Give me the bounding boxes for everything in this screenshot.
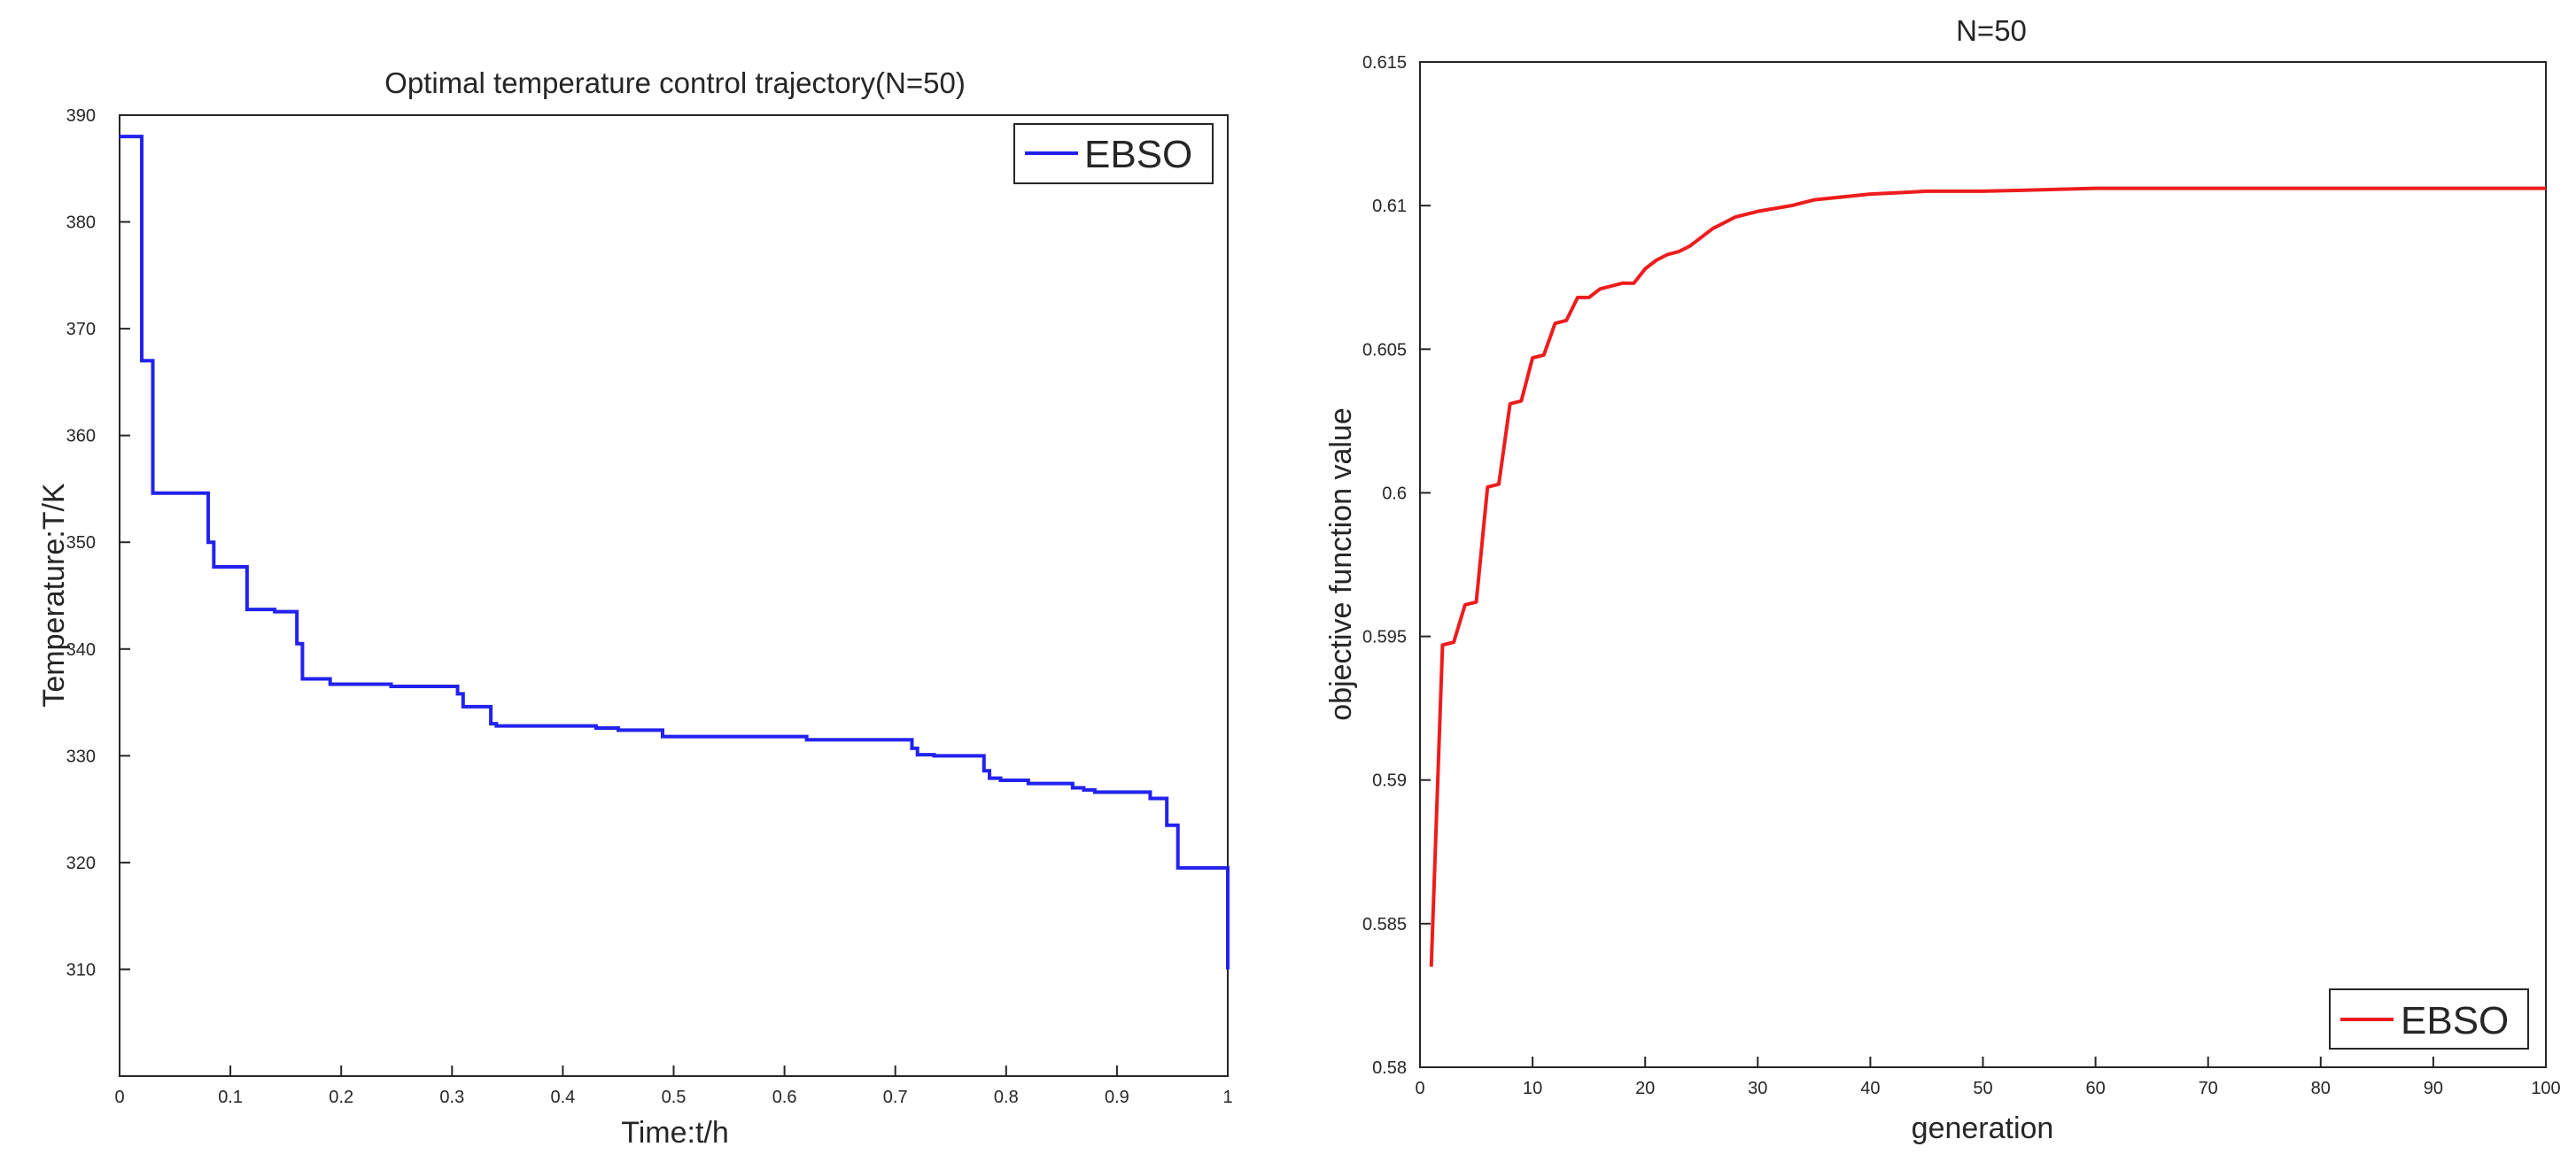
left-x-tick-label: 0.2: [329, 1088, 353, 1107]
left-x-tick-label: 0.4: [550, 1088, 575, 1107]
left-x-tick-label: 0.6: [772, 1088, 797, 1107]
right-y-tick-label: 0.61: [1372, 197, 1407, 216]
left-legend: EBSO: [1013, 123, 1214, 184]
right-y-tick-label: 0.6: [1382, 484, 1407, 503]
right-legend: EBSO: [2329, 988, 2529, 1050]
left-x-tick-label: 0.9: [1105, 1088, 1129, 1107]
left-legend-label: EBSO: [1084, 133, 1192, 176]
left-x-tick-label: 0.5: [662, 1088, 687, 1107]
right-x-tick-label: 10: [1523, 1079, 1542, 1098]
left-ticks: 0 0.1 0.2 0.3 0.4 0.5 0.6 0.7 0.8 0.9 1 310 320 330 34…: [66, 106, 1233, 1107]
left-x-tick-label: 1: [1222, 1088, 1232, 1107]
left-y-axis-title: Temperature:T/K: [37, 483, 71, 708]
left-y-tick-label: 320: [66, 854, 96, 873]
right-series-line: [1429, 186, 2546, 967]
right-y-tick-label: 0.615: [1362, 53, 1407, 73]
left-y-tick-label: 360: [66, 427, 96, 446]
left-y-tick-label: 310: [66, 960, 96, 980]
right-y-tick-label: 0.585: [1362, 915, 1407, 934]
left-y-tick-label: 330: [66, 747, 96, 766]
right-ticks: 0 10 20 30 40 50 60 70 80 90 100 0.58 0.585 0.59 0.595…: [1362, 53, 2561, 1098]
right-chart-title: N=50: [1956, 14, 2027, 47]
left-y-tick-label: 340: [66, 640, 96, 660]
right-y-tick-label: 0.59: [1372, 771, 1407, 791]
left-x-tick-label: 0.8: [994, 1088, 1019, 1107]
right-x-tick-label: 100: [2531, 1079, 2560, 1098]
left-chart-title: Optimal temperature control trajectory(N…: [384, 66, 966, 99]
right-x-tick-label: 80: [2311, 1079, 2331, 1098]
right-x-tick-label: 60: [2085, 1079, 2105, 1098]
right-x-tick-label: 30: [1748, 1079, 1767, 1098]
left-series-line: [120, 135, 1230, 970]
right-legend-label: EBSO: [2401, 999, 2509, 1042]
right-y-tick-label: 0.605: [1362, 340, 1407, 360]
left-chart: Optimal temperature control trajectory(N…: [37, 66, 1233, 1150]
right-x-tick-label: 90: [2424, 1079, 2443, 1098]
right-x-tick-label: 70: [2199, 1079, 2218, 1098]
right-x-tick-label: 50: [1973, 1079, 1992, 1098]
right-y-tick-label: 0.58: [1372, 1058, 1407, 1078]
left-y-tick-label: 380: [66, 213, 96, 233]
left-y-tick-label: 390: [66, 106, 96, 126]
right-x-tick-label: 0: [1415, 1079, 1424, 1098]
right-chart: N=50 0 10 20 30 40 50 60 70 80 90 100 0.58 0.585 0.59…: [1324, 14, 2561, 1145]
right-y-tick-label: 0.595: [1362, 628, 1407, 647]
left-x-tick-label: 0: [114, 1088, 124, 1107]
right-x-tick-label: 20: [1635, 1079, 1655, 1098]
left-x-axis-title: Time:t/h: [621, 1116, 729, 1150]
left-y-tick-label: 370: [66, 320, 96, 339]
right-x-tick-label: 40: [1860, 1079, 1880, 1098]
left-y-tick-label: 350: [66, 533, 96, 553]
left-x-tick-label: 0.7: [883, 1088, 908, 1107]
right-y-axis-title: objective function value: [1324, 407, 1358, 720]
left-x-tick-label: 0.1: [218, 1088, 243, 1107]
left-x-tick-label: 0.3: [439, 1088, 464, 1107]
right-x-axis-title: generation: [1912, 1112, 2054, 1145]
